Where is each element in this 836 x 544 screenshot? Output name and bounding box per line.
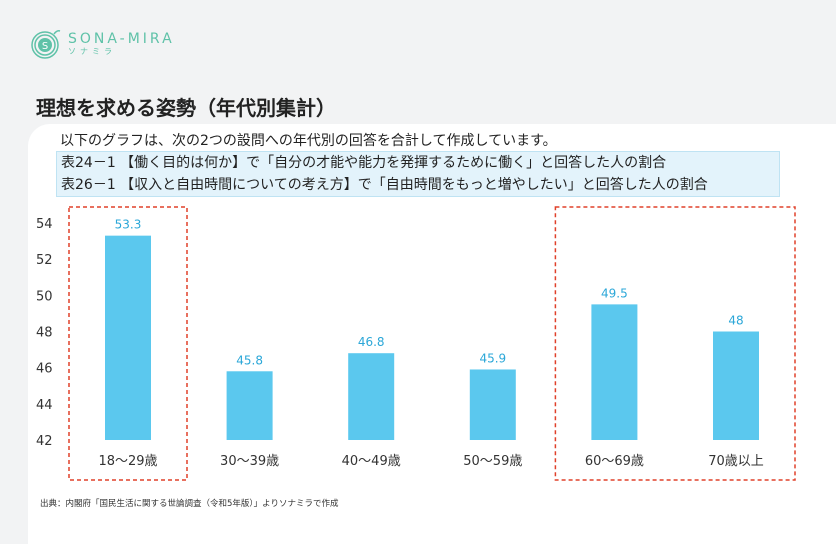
svg-text:S: S <box>42 41 48 52</box>
x-tick-label: 60～69歳 <box>585 454 644 469</box>
question-note-box: 表24－1 【働く目的は何か】で「自分の才能や能力を発揮するために働く」と回答し… <box>56 151 780 197</box>
x-tick-label: 70歳以上 <box>708 454 764 469</box>
logo-icon: S <box>31 30 61 59</box>
highlight-box <box>68 206 188 481</box>
highlight-box <box>554 206 796 481</box>
y-tick-label: 44 <box>36 398 53 413</box>
y-tick-label: 50 <box>36 289 53 304</box>
page-title: 理想を求める姿勢（年代別集計） <box>36 96 336 120</box>
question-note: 表26－1 【収入と自由時間についての考え方】で「自由時間をもっと増やしたい」と… <box>61 177 708 193</box>
logo-kana: ソナミラ <box>68 47 116 56</box>
x-tick-label: 50～59歳 <box>463 454 522 469</box>
question-note: 表24－1 【働く目的は何か】で「自分の才能や能力を発揮するために働く」と回答し… <box>61 155 667 171</box>
bar <box>591 304 638 440</box>
y-tick-label: 54 <box>36 217 53 232</box>
x-tick-label: 30～39歳 <box>220 454 279 469</box>
logo: S SONA-MIRA ソナミラ <box>30 28 175 60</box>
bar <box>226 371 273 440</box>
logo-name: SONA-MIRA <box>68 31 175 47</box>
y-tick-label: 48 <box>36 326 53 341</box>
bar <box>469 369 516 440</box>
data-label: 46.8 <box>358 335 385 349</box>
intro-text: 以下のグラフは、次の2つの設問への年代別の回答を合計して作成しています。 <box>60 133 557 149</box>
bar <box>713 331 759 440</box>
y-tick-label: 46 <box>36 362 53 377</box>
y-tick-label: 42 <box>36 434 53 449</box>
data-label: 45.9 <box>479 351 506 365</box>
bar-chart: 42 44 46 48 50 52 54 53.3 18～29歳 45.8 30～39歳 46.8 40… <box>36 206 796 481</box>
y-tick-label: 52 <box>36 253 53 268</box>
x-tick-label: 18～29歳 <box>98 454 157 469</box>
data-label: 45.8 <box>236 353 263 367</box>
bar <box>348 353 395 440</box>
data-label: 48 <box>728 314 743 328</box>
x-tick-label: 40～49歳 <box>342 454 401 469</box>
bar <box>105 235 151 440</box>
data-label: 53.3 <box>115 218 142 232</box>
source-citation: 出典：内閣府「国民生活に関する世論調査（令和5年版）」よりソナミラで作成 <box>40 499 339 509</box>
data-label: 49.5 <box>601 286 628 300</box>
